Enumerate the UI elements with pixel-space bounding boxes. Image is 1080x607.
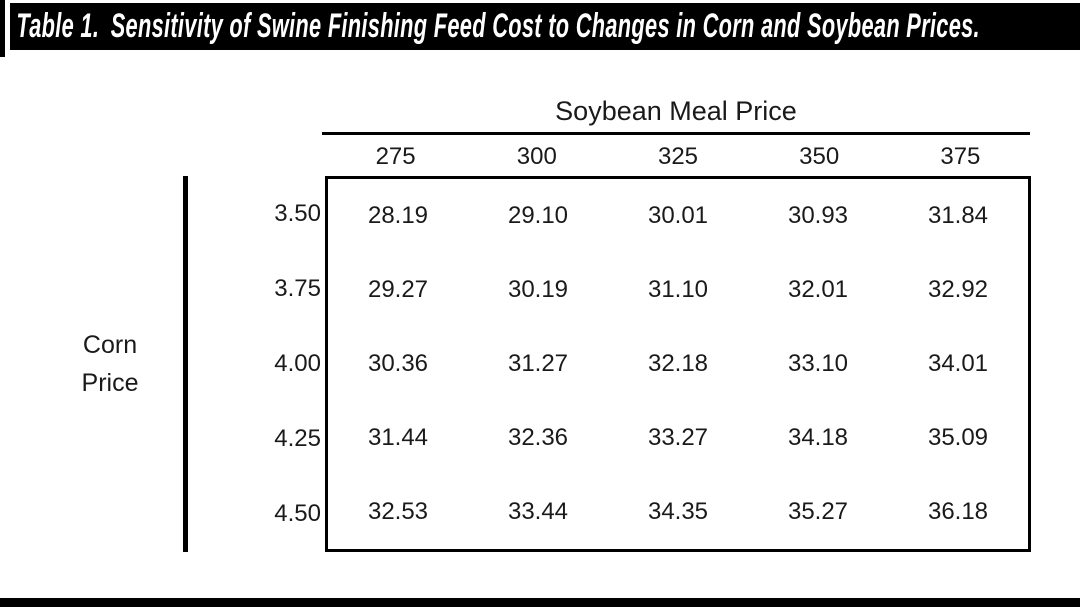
table-cell: 31.27 [507, 350, 569, 377]
table-cell: 32.92 [927, 276, 989, 303]
table-title-text: Table 1. Sensitivity of Swine Finishing … [10, 7, 980, 46]
table-cell: 31.44 [367, 424, 429, 451]
row-group-label: Corn Price [40, 326, 180, 402]
table-cell: 30.36 [367, 350, 429, 377]
column-header-row: 275 300 325 350 375 [325, 140, 1031, 174]
table-cell: 35.09 [927, 424, 989, 451]
table-cell: 34.35 [647, 498, 709, 525]
table-cell: 32.01 [787, 276, 849, 303]
data-table-grid: 28.19 29.10 30.01 30.93 31.84 29.27 30.1… [325, 176, 1031, 552]
row-group-divider-line [183, 176, 188, 552]
table-title-banner: Table 1. Sensitivity of Swine Finishing … [10, 3, 1080, 50]
column-group-label: Soybean Meal Price [555, 96, 797, 126]
table-cell: 29.27 [367, 276, 429, 303]
row-group-label-line2: Price [81, 369, 139, 397]
table-title: Sensitivity of Swine Finishing Feed Cost… [110, 7, 980, 45]
table-cell: 33.44 [507, 498, 569, 525]
row-label-column: 3.50 3.75 4.00 4.25 4.50 [216, 176, 322, 552]
table-number-label: Table 1. [16, 7, 100, 45]
column-header: 275 [375, 143, 416, 170]
table-cell: 30.19 [507, 276, 569, 303]
table-cell: 34.18 [787, 424, 849, 451]
table-cell: 30.93 [787, 202, 849, 229]
table-cell: 33.27 [647, 424, 709, 451]
column-header: 350 [799, 143, 840, 170]
row-label: 3.75 [274, 274, 321, 302]
bottom-rule-bar [0, 598, 1080, 607]
row-label: 3.50 [274, 199, 321, 227]
column-header: 325 [657, 143, 699, 170]
table-cell: 34.01 [927, 350, 989, 377]
table-cell: 32.53 [367, 498, 429, 525]
row-label: 4.00 [274, 349, 321, 377]
table-cell: 33.10 [787, 350, 849, 377]
table-cell: 32.36 [507, 424, 569, 451]
column-header: 375 [940, 143, 981, 170]
table-cell: 31.10 [647, 276, 709, 303]
table-cell: 32.18 [647, 350, 709, 377]
table-cell: 31.84 [927, 202, 989, 229]
table-cell: 35.27 [787, 498, 849, 525]
row-label: 4.25 [274, 425, 321, 453]
left-edge-mark [0, 0, 5, 57]
row-group-label-line1: Corn [82, 331, 138, 359]
column-header: 300 [516, 143, 557, 170]
row-label: 4.50 [274, 500, 321, 528]
table-cell: 30.01 [647, 202, 709, 229]
column-group-underline [322, 132, 1030, 135]
table-cell: 29.10 [507, 202, 569, 229]
table-cell: 36.18 [927, 498, 989, 525]
table-cell: 28.19 [367, 202, 429, 229]
